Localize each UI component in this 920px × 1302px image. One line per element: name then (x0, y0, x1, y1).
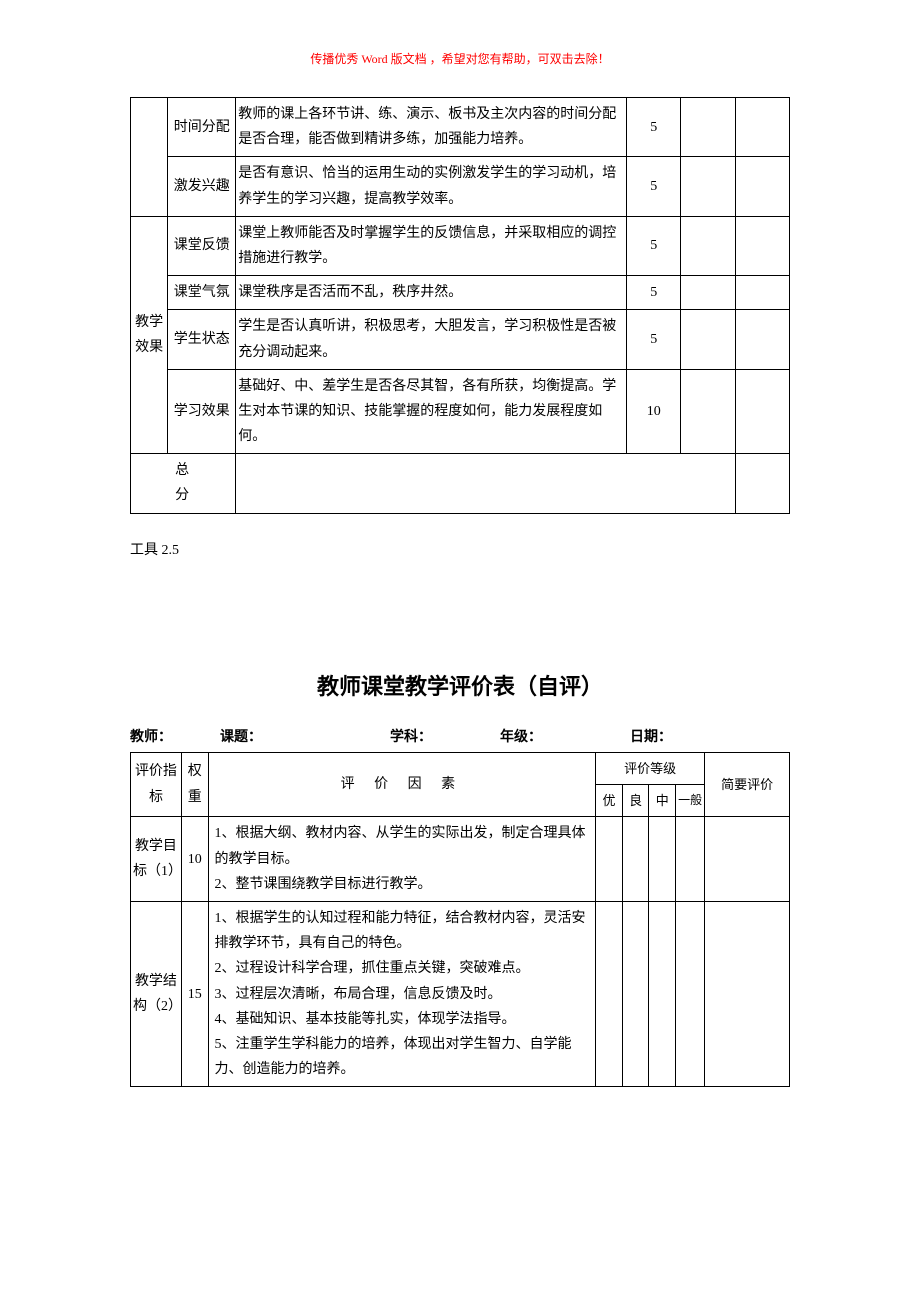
grade-col-4: 一般 (676, 785, 705, 817)
desc-cell: 课堂秩序是否活而不乱，秩序井然。 (236, 276, 627, 310)
document-page: 传播优秀 Word 版文档 ，希望对您有帮助，可双击去除！ 时间分配 教师的课上… (0, 0, 920, 1187)
empty-cell (681, 157, 735, 216)
evaluation-table-2: 评价指标 权重 评 价 因 素 评价等级 简要评价 优 良 中 一般 教学目标（… (130, 752, 790, 1088)
self-eval-title: 教师课堂教学评价表（自评） (130, 669, 790, 701)
index-cell: 教学结构（2） (131, 901, 182, 1086)
weight-cell: 15 (181, 901, 208, 1086)
grade-cell (676, 817, 705, 902)
empty-cell (681, 216, 735, 275)
grade-cell (622, 817, 649, 902)
empty-cell (735, 157, 789, 216)
empty-cell (735, 276, 789, 310)
empty-cell (735, 216, 789, 275)
table-row: 课堂气氛 课堂秩序是否活而不乱，秩序井然。 5 (131, 276, 790, 310)
header-note: 传播优秀 Word 版文档 ，希望对您有帮助，可双击去除！ (130, 50, 790, 67)
weight-head: 权重 (181, 752, 208, 817)
sub-cell: 课堂反馈 (168, 216, 236, 275)
brief-head: 简要评价 (705, 752, 790, 817)
date-label: 日期： (630, 726, 672, 746)
table-total-row: 总分 (131, 454, 790, 513)
topic-label: 课题： (220, 726, 390, 746)
grade-cell (676, 901, 705, 1086)
factor-cell: 1、根据大纲、教材内容、从学生的实际出发，制定合理具体的教学目标。2、整节课围绕… (208, 817, 596, 902)
grade-col-3: 中 (649, 785, 676, 817)
empty-cell (681, 369, 735, 454)
grade-cell (596, 817, 623, 902)
grade-col-2: 良 (622, 785, 649, 817)
total-blank-cell (236, 454, 735, 513)
empty-cell (681, 98, 735, 157)
empty-cell (681, 310, 735, 369)
brief-cell (705, 901, 790, 1086)
brief-cell (705, 817, 790, 902)
weight-cell: 10 (181, 817, 208, 902)
table-head-row: 评价指标 权重 评 价 因 素 评价等级 简要评价 (131, 752, 790, 784)
desc-cell: 基础好、中、差学生是否各尽其智，各有所获，均衡提高。学生对本节课的知识、技能掌握… (236, 369, 627, 454)
desc-cell: 是否有意识、恰当的运用生动的实例激发学生的学习动机，培养学生的学习兴趣，提高教学… (236, 157, 627, 216)
tool-label: 工具 2.5 (130, 539, 790, 559)
empty-cell (681, 276, 735, 310)
score-cell: 5 (627, 310, 681, 369)
table-row: 教学目标（1） 10 1、根据大纲、教材内容、从学生的实际出发，制定合理具体的教… (131, 817, 790, 902)
grade-cell (649, 817, 676, 902)
index-head: 评价指标 (131, 752, 182, 817)
table-row: 激发兴趣 是否有意识、恰当的运用生动的实例激发学生的学习动机，培养学生的学习兴趣… (131, 157, 790, 216)
score-cell: 5 (627, 216, 681, 275)
category-cell-blank (131, 98, 168, 217)
desc-cell: 学生是否认真听讲，积极思考，大胆发言，学习积极性是否被充分调动起来。 (236, 310, 627, 369)
table-row: 学习效果 基础好、中、差学生是否各尽其智，各有所获，均衡提高。学生对本节课的知识… (131, 369, 790, 454)
empty-cell (735, 310, 789, 369)
sub-cell: 课堂气氛 (168, 276, 236, 310)
grade-cell (622, 901, 649, 1086)
grade-cell (596, 901, 623, 1086)
table-row: 教学效果 课堂反馈 课堂上教师能否及时掌握学生的反馈信息，并采取相应的调控措施进… (131, 216, 790, 275)
factor-head: 评 价 因 素 (208, 752, 596, 817)
sub-cell: 激发兴趣 (168, 157, 236, 216)
evaluation-table-1: 时间分配 教师的课上各环节讲、练、演示、板书及主次内容的时间分配是否合理，能否做… (130, 97, 790, 514)
subject-label: 学科： (390, 726, 500, 746)
table-row: 教学结构（2） 15 1、根据学生的认知过程和能力特征，结合教材内容，灵活安排教… (131, 901, 790, 1086)
score-cell: 5 (627, 98, 681, 157)
teacher-label: 教师： (130, 726, 220, 746)
score-cell: 5 (627, 157, 681, 216)
desc-cell: 课堂上教师能否及时掌握学生的反馈信息，并采取相应的调控措施进行教学。 (236, 216, 627, 275)
grade-cell (649, 901, 676, 1086)
empty-cell (735, 454, 789, 513)
index-cell: 教学目标（1） (131, 817, 182, 902)
total-label-cell: 总分 (131, 454, 236, 513)
table-row: 学生状态 学生是否认真听讲，积极思考，大胆发言，学习积极性是否被充分调动起来。 … (131, 310, 790, 369)
empty-cell (735, 98, 789, 157)
desc-cell: 教师的课上各环节讲、练、演示、板书及主次内容的时间分配是否合理，能否做到精讲多练… (236, 98, 627, 157)
sub-cell: 学生状态 (168, 310, 236, 369)
grade-label: 年级： (500, 726, 630, 746)
score-cell: 5 (627, 276, 681, 310)
factor-cell: 1、根据学生的认知过程和能力特征，结合教材内容，灵活安排教学环节，具有自己的特色… (208, 901, 596, 1086)
empty-cell (735, 369, 789, 454)
grade-col-1: 优 (596, 785, 623, 817)
table-row: 时间分配 教师的课上各环节讲、练、演示、板书及主次内容的时间分配是否合理，能否做… (131, 98, 790, 157)
form-fields-row: 教师： 课题： 学科： 年级： 日期： (130, 726, 790, 746)
sub-cell: 学习效果 (168, 369, 236, 454)
score-cell: 10 (627, 369, 681, 454)
category-cell: 教学效果 (131, 216, 168, 454)
sub-cell: 时间分配 (168, 98, 236, 157)
grade-group-head: 评价等级 (596, 752, 705, 784)
